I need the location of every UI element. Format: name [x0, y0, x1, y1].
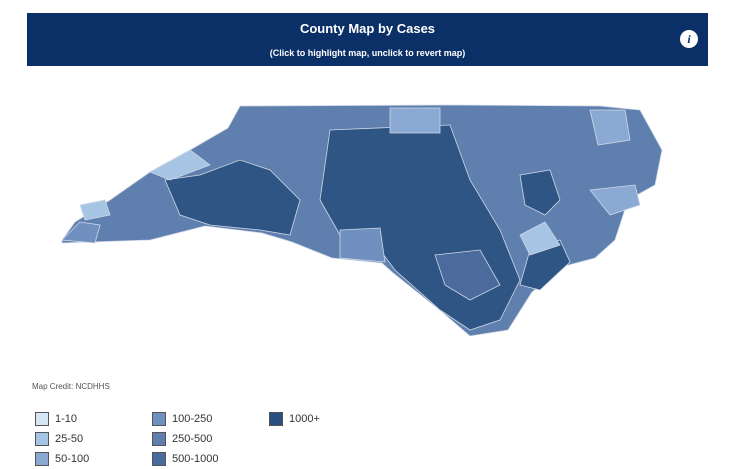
county-region [519, 169, 561, 216]
county-region [61, 221, 101, 244]
legend-label: 25-50 [55, 433, 84, 445]
county-region [519, 221, 561, 256]
legend-item: 25-50 [35, 432, 84, 447]
legend-item: 1-10 [35, 412, 78, 427]
legend-label: 500-1000 [172, 453, 219, 465]
county-region [589, 184, 641, 216]
legend-item: 1000+ [269, 412, 320, 427]
legend-item: 100-250 [152, 412, 213, 427]
legend-item: 500-1000 [152, 452, 219, 467]
legend-item: 250-500 [152, 432, 213, 447]
legend-label: 50-100 [55, 453, 90, 465]
legend-item: 50-100 [35, 452, 90, 467]
legend-label: 250-500 [172, 433, 213, 445]
header-subtitle: (Click to highlight map, unclick to reve… [269, 48, 466, 58]
map-credit: Map Credit: NCDHHS [32, 382, 110, 391]
legend-swatch [152, 412, 166, 427]
legend-swatch [269, 412, 283, 427]
county-region [79, 199, 111, 221]
county-region [389, 107, 441, 134]
county-region [589, 109, 631, 146]
info-button[interactable]: i [680, 30, 698, 48]
legend-swatch [35, 452, 49, 467]
legend-label: 1-10 [55, 413, 78, 425]
legend-swatch [35, 432, 49, 447]
header-title: County Map by Cases [299, 21, 436, 36]
legend-swatch [152, 452, 166, 467]
county-region [149, 149, 211, 181]
legend-swatch [35, 412, 49, 427]
legend-swatch [152, 432, 166, 447]
legend-label: 1000+ [289, 413, 320, 425]
county-region [339, 227, 386, 263]
legend-label: 100-250 [172, 413, 213, 425]
header-bar: County Map by Cases (Click to highlight … [27, 13, 708, 66]
county-region [164, 159, 301, 236]
county-region [434, 249, 501, 301]
legend: 1-10 25-50 50-100 100-250 250-500 500-1000 100… [35, 412, 435, 468]
